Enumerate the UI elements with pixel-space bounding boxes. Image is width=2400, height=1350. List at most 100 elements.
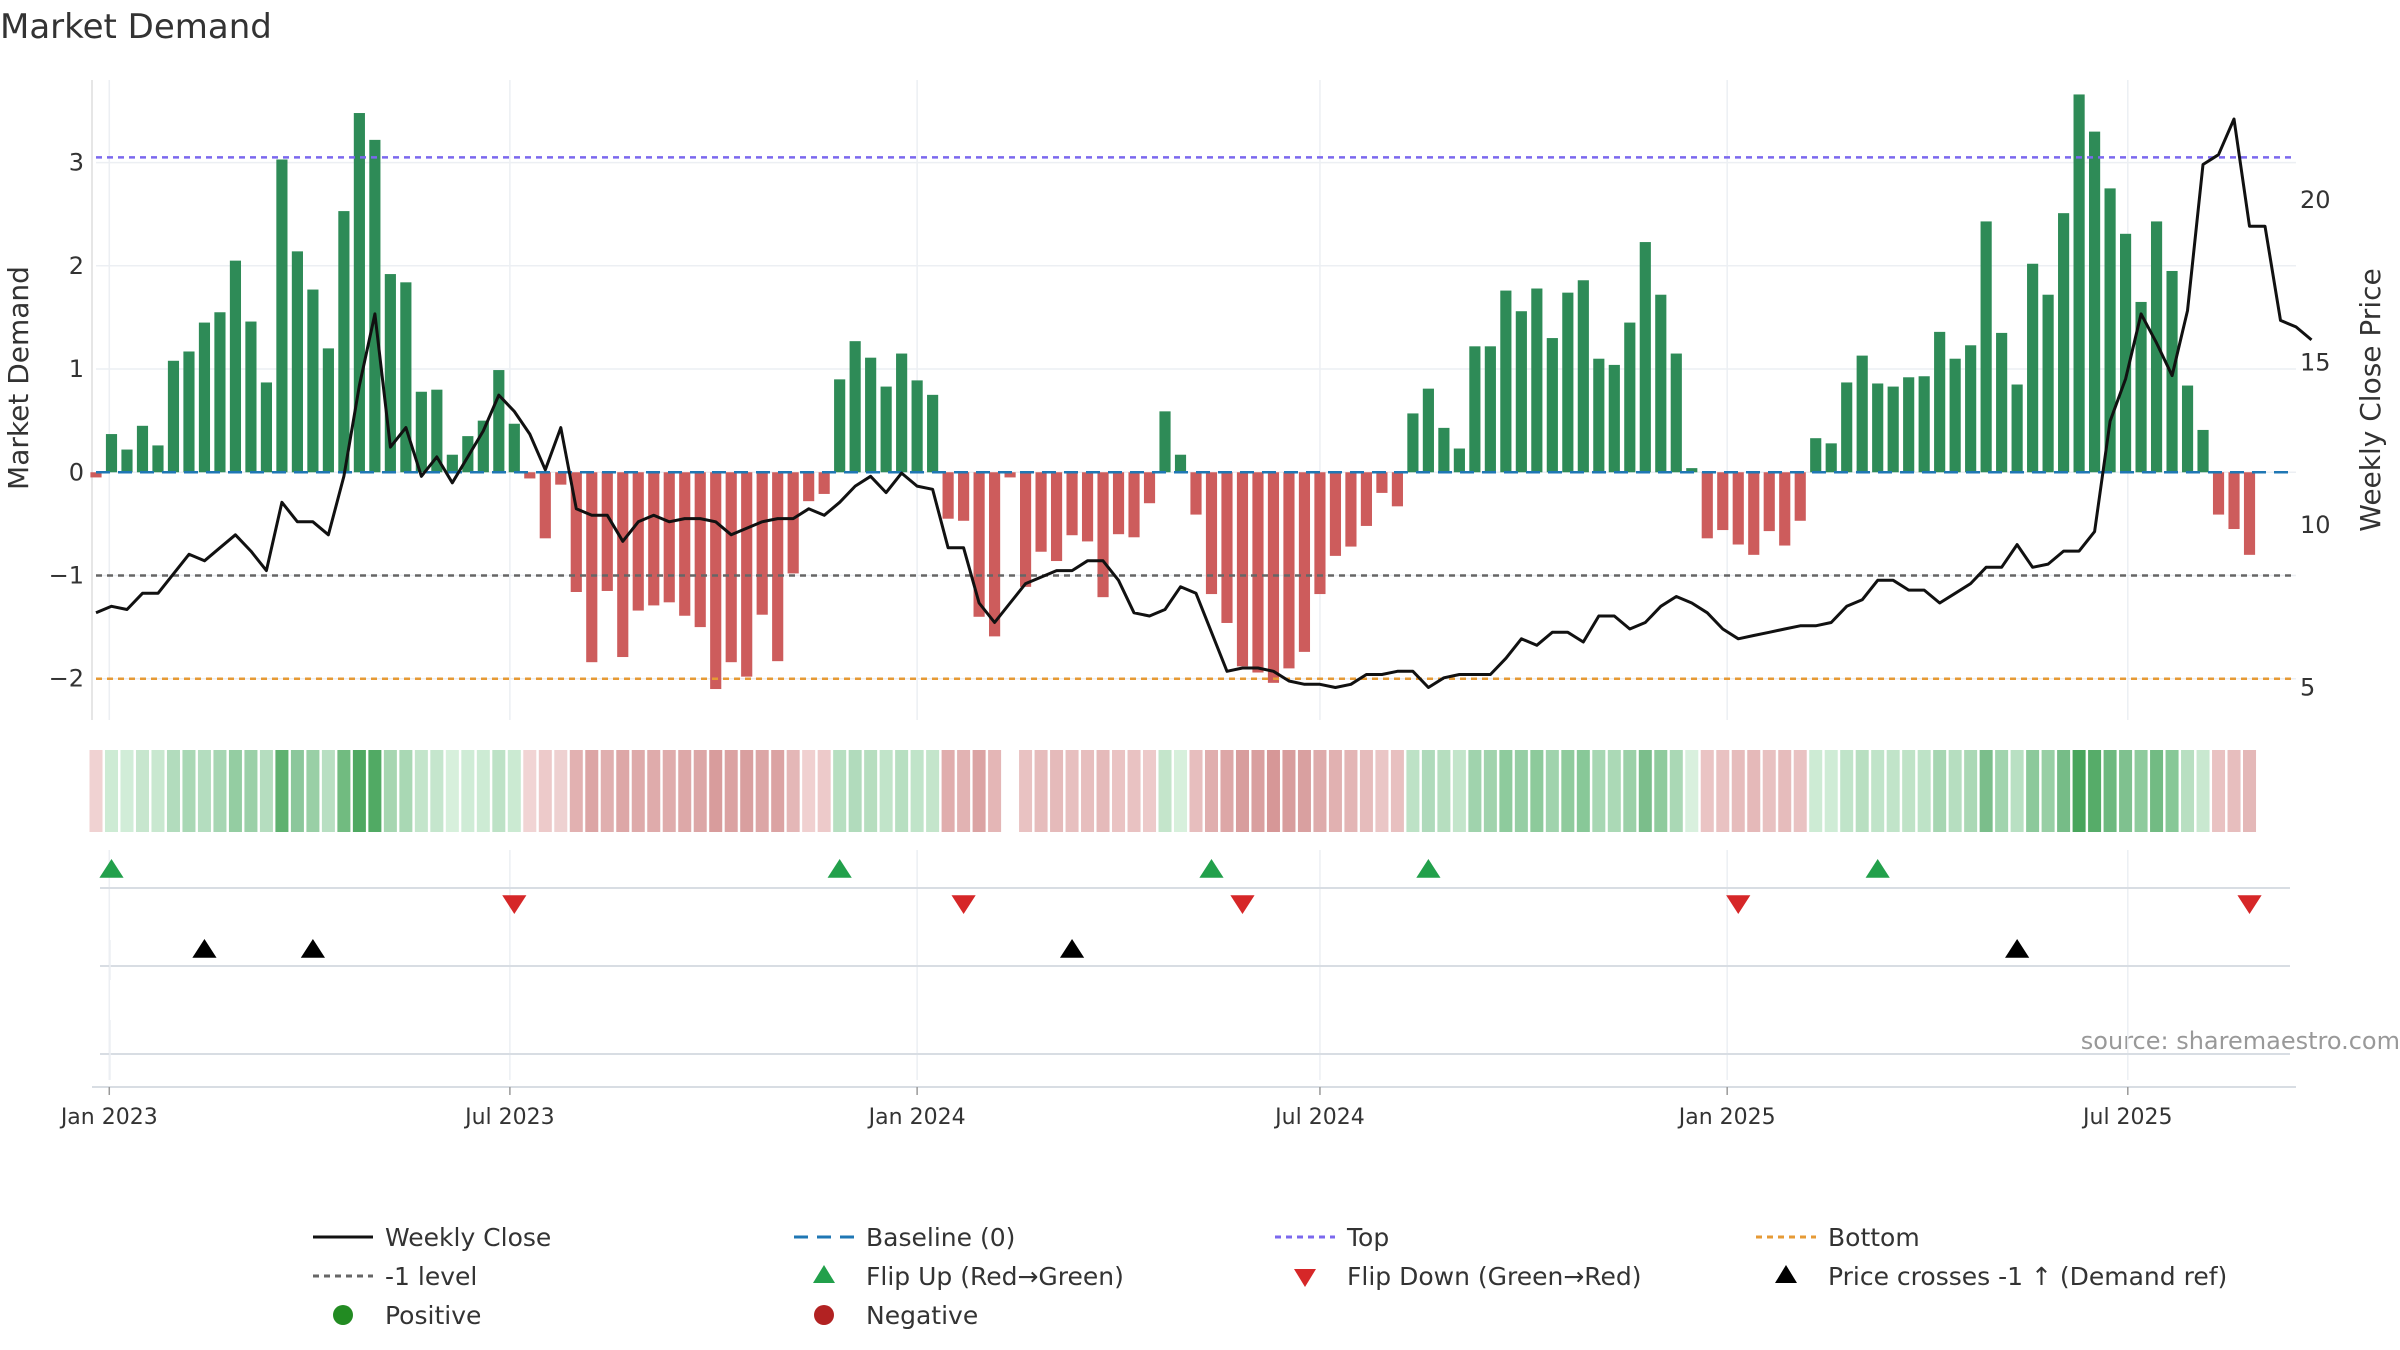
demand-bar xyxy=(1484,346,1496,473)
demand-strip-cell xyxy=(383,750,397,832)
demand-strip-cell xyxy=(1700,750,1714,832)
demand-bar xyxy=(431,389,443,473)
demand-strip-cell xyxy=(461,750,475,832)
y2-tick-label: 20 xyxy=(2300,186,2331,214)
demand-strip-cell xyxy=(1809,750,1823,832)
flip-down-marker xyxy=(1726,895,1751,914)
x-tick-label: Jan 2023 xyxy=(59,1105,158,1130)
demand-strip-cell xyxy=(337,750,351,832)
demand-bar xyxy=(136,425,149,473)
demand-bar xyxy=(1732,472,1744,545)
demand-bar xyxy=(617,472,629,658)
demand-strip-cell xyxy=(135,750,149,832)
x-tick-label: Jan 2025 xyxy=(1677,1105,1776,1130)
demand-bar xyxy=(1531,288,1543,473)
flip-down-marker xyxy=(502,895,527,914)
demand-strip-cell xyxy=(2243,750,2257,832)
legend-label: Baseline (0) xyxy=(866,1223,1015,1252)
demand-strip-cell xyxy=(2134,750,2148,832)
demand-bar xyxy=(1112,472,1125,535)
demand-strip-cell xyxy=(771,750,785,832)
demand-bar xyxy=(1020,472,1032,587)
demand-bar xyxy=(1608,364,1620,473)
demand-bar xyxy=(1438,427,1450,473)
demand-strip-cell xyxy=(1886,750,1900,832)
demand-strip-cell xyxy=(1019,750,1033,832)
demand-bar xyxy=(2120,233,2132,473)
demand-bar xyxy=(973,472,985,617)
demand-strip-cell xyxy=(1189,750,1203,832)
demand-strip-cell xyxy=(1452,750,1466,832)
demand-bar xyxy=(90,472,102,478)
demand-strip-cell xyxy=(554,750,568,832)
demand-strip-cell xyxy=(1359,750,1373,832)
demand-strip-cell xyxy=(244,750,258,832)
demand-bar xyxy=(152,445,164,473)
demand-strip-cell xyxy=(1793,750,1807,832)
demand-bar xyxy=(2042,294,2054,473)
demand-strip-cell xyxy=(1220,750,1234,832)
demand-bar xyxy=(2089,131,2101,473)
demand-bar xyxy=(307,289,319,473)
demand-strip-cell xyxy=(585,750,599,832)
demand-strip-cell xyxy=(1731,750,1745,832)
demand-strip-cell xyxy=(1344,750,1358,832)
legend-label: Bottom xyxy=(1828,1223,1920,1252)
demand-strip-cell xyxy=(1421,750,1435,832)
demand-strip-cell xyxy=(1297,750,1311,832)
demand-bar xyxy=(493,370,505,473)
demand-strip-cell xyxy=(1143,750,1157,832)
demand-bar xyxy=(1825,443,1837,473)
x-tick-label: Jul 2024 xyxy=(1273,1105,1365,1130)
demand-bar xyxy=(1469,346,1481,473)
demand-strip-cell xyxy=(926,750,940,832)
demand-bar xyxy=(1283,472,1295,669)
legend-negative-symbol xyxy=(814,1305,834,1325)
flip-down-marker xyxy=(2237,895,2262,914)
demand-strip-cell xyxy=(647,750,661,832)
demand-bar xyxy=(276,159,288,473)
legend-label: Price crosses -1 ↑ (Demand ref) xyxy=(1828,1262,2227,1291)
demand-bar xyxy=(989,472,1001,637)
demand-bar xyxy=(1500,290,1512,473)
demand-strip-cell xyxy=(879,750,893,832)
demand-bar xyxy=(1577,280,1589,473)
demand-strip-cell xyxy=(693,750,707,832)
demand-bar xyxy=(586,472,598,663)
demand-strip-cell xyxy=(430,750,444,832)
demand-bar xyxy=(508,423,520,473)
demand-strip-cell xyxy=(1081,750,1095,832)
demand-bar xyxy=(1965,345,1977,473)
demand-strip-cell xyxy=(941,750,955,832)
demand-bar xyxy=(570,472,582,592)
demand-bar xyxy=(865,357,877,473)
demand-strip-cell xyxy=(1282,750,1296,832)
demand-strip-cell xyxy=(275,750,289,832)
demand-strip-cell xyxy=(445,750,459,832)
demand-bar xyxy=(725,472,737,663)
demand-strip-cell xyxy=(1468,750,1482,832)
demand-bar xyxy=(1717,472,1729,531)
demand-bar xyxy=(1081,472,1094,542)
demand-bar xyxy=(694,472,706,628)
legend-flip-down-symbol xyxy=(1294,1269,1316,1287)
demand-strip-cell xyxy=(1933,750,1947,832)
demand-bar xyxy=(818,472,830,494)
demand-bar xyxy=(1903,377,1915,473)
demand-bar xyxy=(2212,472,2225,515)
demand-strip-cell xyxy=(182,750,196,832)
price-cross-marker xyxy=(1059,939,1085,958)
legend-flip-up-symbol xyxy=(813,1265,835,1283)
demand-bar xyxy=(1515,311,1527,473)
demand-bar xyxy=(756,472,768,615)
demand-bar xyxy=(1763,472,1775,532)
demand-strip-cell xyxy=(740,750,754,832)
demand-strip-cell xyxy=(1158,750,1172,832)
demand-strip-cell xyxy=(1948,750,1962,832)
flip-up-marker xyxy=(1199,859,1224,878)
demand-bar xyxy=(1267,472,1280,683)
demand-bar xyxy=(121,449,133,473)
demand-bar xyxy=(1221,472,1233,623)
demand-strip-cell xyxy=(368,750,382,832)
